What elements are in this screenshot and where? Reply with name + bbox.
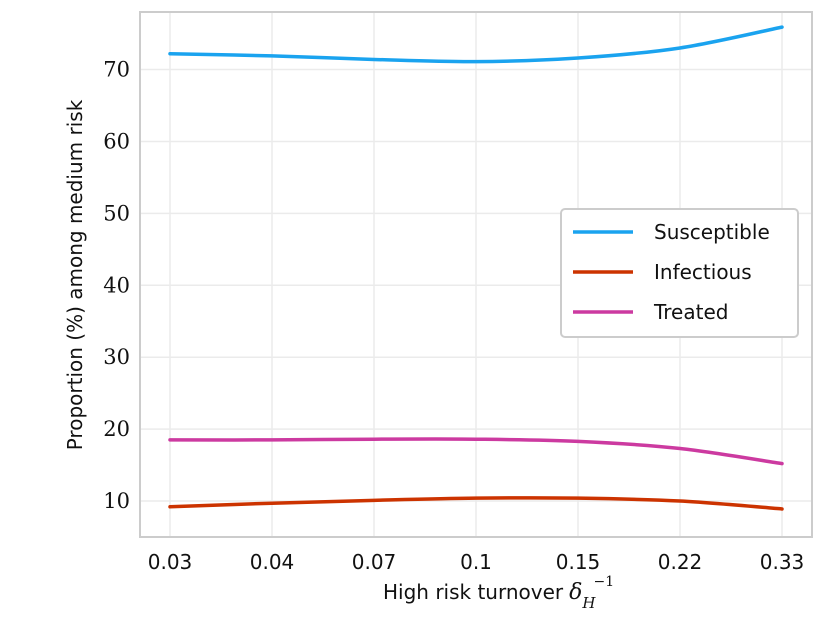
y-tick-label: 30 [103,345,130,369]
series-line-treated [168,437,784,466]
x-tick-labels: 0.03 0.04 0.07 0.1 0.15 0.22 0.33 [148,550,805,574]
x-tick-label: 0.04 [250,550,295,574]
x-tick-label: 0.07 [352,550,397,574]
y-tick-label: 60 [103,129,130,153]
plot-frame [139,11,813,538]
x-axis-superscript: −1 [593,574,614,590]
y-tick-label: 10 [103,489,130,513]
x-tick-label: 0.03 [148,550,193,574]
x-tick-label: 0.33 [760,550,805,574]
y-tick-label: 20 [103,417,130,441]
x-axis-label-text: High risk turnover [383,580,564,604]
legend-frame [560,208,799,338]
x-tick-label: 0.22 [658,550,703,574]
legend-label-susceptible: Susceptible [654,220,770,244]
y-tick-labels: 10 20 30 40 50 60 70 [103,58,130,514]
series-layer [168,25,784,511]
y-tick-label: 50 [103,201,130,225]
x-axis-symbol: δ [569,580,582,605]
x-tick-label: 0.15 [556,550,601,574]
series-line-susceptible [168,25,784,64]
x-tick-label: 0.1 [460,550,492,574]
y-tick-label: 40 [103,273,130,297]
y-axis-label: Proportion (%) among medium risk [63,99,87,450]
legend: Susceptible Infectious Treated [560,208,799,338]
legend-label-infectious: Infectious [654,260,752,284]
x-axis-label: High risk turnover δH −1 [383,574,614,612]
x-axis-subscript: H [581,594,596,612]
legend-label-treated: Treated [653,300,728,324]
y-tick-label: 70 [103,58,130,82]
series-line-infectious [168,496,784,511]
